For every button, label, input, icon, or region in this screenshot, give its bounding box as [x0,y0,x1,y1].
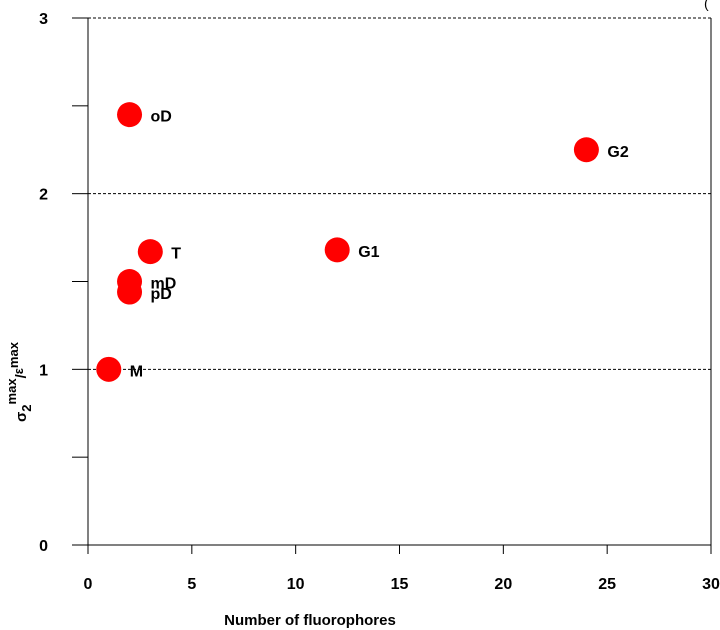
point-label-T: T [171,246,181,263]
tick-labels: 0 5 10 15 20 25 30 0 1 2 3 [39,11,720,593]
y-axis-title-sub: 2 [19,404,34,411]
point-label-mD: mD [151,276,177,293]
y-axis-title-sup1: max [4,378,19,405]
x-tick-label: 0 [84,576,93,593]
svg-text:σ2max/εmax: σ2max/εmax [4,341,34,422]
y-tick-label: 3 [39,11,48,28]
x-tick-label: 30 [702,576,720,593]
data-point-G1 [324,237,350,263]
y-axis-title-sup2: max [6,341,21,368]
y-axis-title-sep: / [13,373,30,378]
data-point-G2 [573,137,599,163]
x-tick-label: 20 [494,576,512,593]
x-tick-label: 25 [598,576,616,593]
y-axis-title-base: σ [13,412,30,422]
y-axis-title: σ2max/εmax [4,341,34,422]
point-label-oD: oD [151,109,172,126]
y-tick-label: 1 [39,362,48,379]
data-point-mD [117,269,143,294]
point-label-G1: G1 [358,244,379,261]
corner-mark: ( [704,0,709,11]
point-label-pD: pD [151,286,172,303]
y-axis-title-base2: ε [11,368,26,374]
data-points [96,102,599,382]
x-axis-title: Number of fluorophores [224,612,396,629]
x-tick-label: 15 [391,576,409,593]
y-tick-label: 0 [39,538,48,555]
data-point-M [96,356,122,382]
ticks [72,17,712,554]
x-tick-label: 5 [187,576,196,593]
data-point-oD [117,102,143,128]
point-label-M: M [130,363,143,380]
axes [87,18,712,546]
point-label-G2: G2 [607,144,628,161]
data-point-T [137,239,163,265]
reference-lines [88,17,711,370]
x-tick-label: 10 [287,576,305,593]
y-tick-label: 2 [39,187,48,204]
